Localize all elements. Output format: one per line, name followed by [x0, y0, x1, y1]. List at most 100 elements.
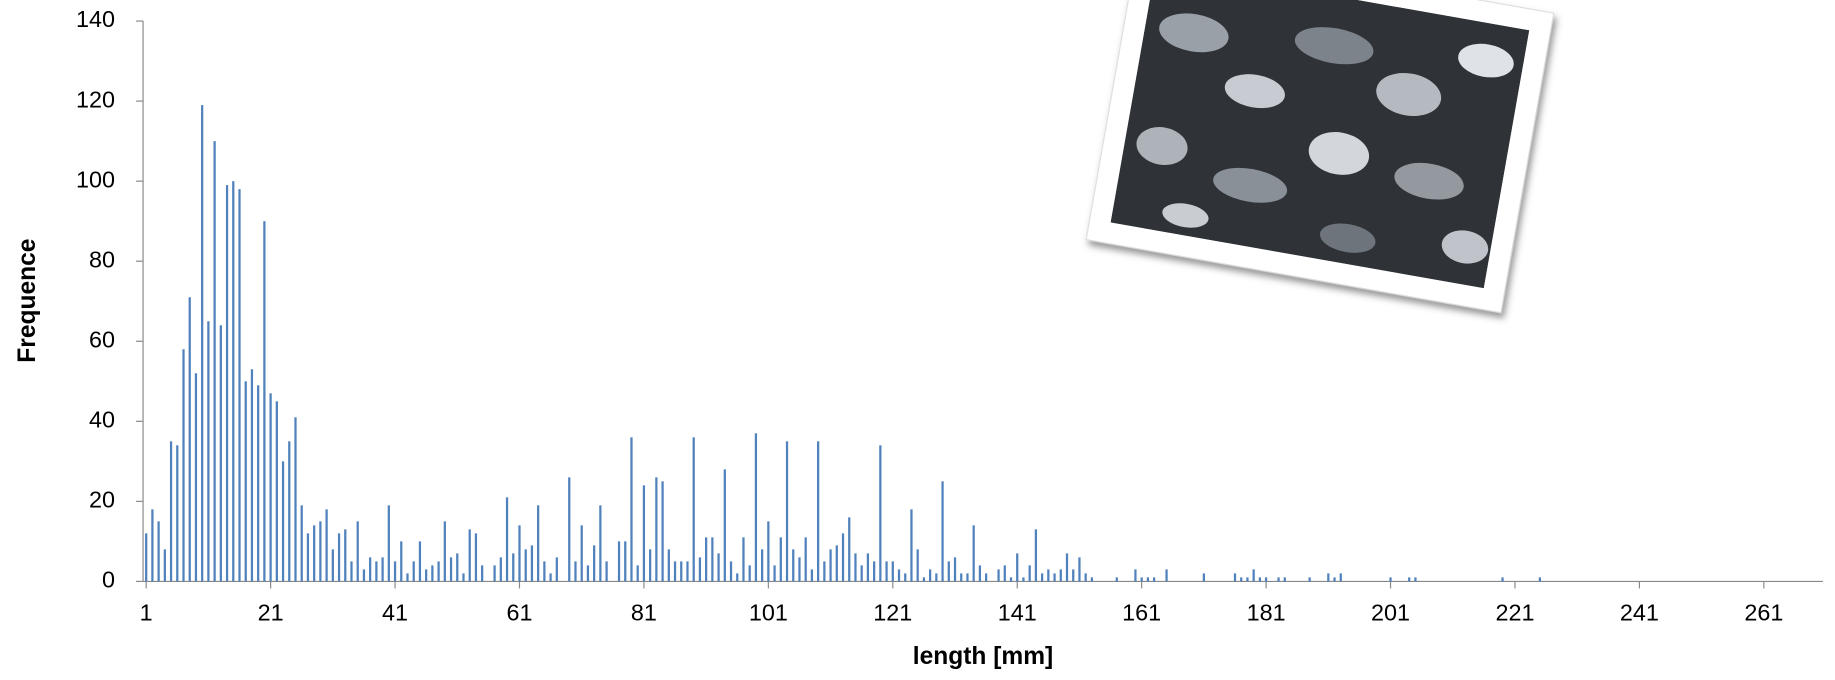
bar [917, 549, 919, 581]
bar [257, 385, 259, 581]
bar [948, 561, 950, 581]
bar [1539, 577, 1541, 581]
bar [680, 561, 682, 581]
bar [724, 469, 726, 581]
x-tick-label: 41 [382, 599, 408, 625]
bar [649, 549, 651, 581]
bar [1010, 577, 1012, 581]
bar [1091, 577, 1093, 581]
bar [170, 441, 172, 581]
y-tick-label: 120 [76, 86, 115, 112]
bar [1234, 573, 1236, 581]
bar [805, 537, 807, 581]
bar [1066, 553, 1068, 581]
bar [1408, 577, 1410, 581]
bar [823, 561, 825, 581]
bar [556, 557, 558, 581]
bar [1240, 577, 1242, 581]
x-tick-label: 181 [1247, 599, 1286, 625]
bar [1078, 557, 1080, 581]
bar [568, 477, 570, 581]
bar [201, 105, 203, 581]
bar [960, 573, 962, 581]
bar [829, 549, 831, 581]
bar [1116, 577, 1118, 581]
bar [624, 541, 626, 581]
bar [1141, 577, 1143, 581]
bar [910, 509, 912, 581]
bar [1253, 569, 1255, 581]
bar [1165, 569, 1167, 581]
x-tick-label: 61 [506, 599, 532, 625]
bar [1327, 573, 1329, 581]
bar [375, 561, 377, 581]
bar [332, 549, 334, 581]
bar [717, 553, 719, 581]
bar [1265, 577, 1267, 581]
bar [861, 565, 863, 581]
bar [307, 533, 309, 581]
bar [319, 521, 321, 581]
bar [394, 561, 396, 581]
bar [1041, 573, 1043, 581]
bar [157, 521, 159, 581]
bar [1389, 577, 1391, 581]
bar [885, 561, 887, 581]
bar [693, 437, 695, 581]
bar [1501, 577, 1503, 581]
bar [469, 529, 471, 581]
y-tick-label: 140 [76, 6, 115, 32]
bar [481, 565, 483, 581]
bar [879, 445, 881, 581]
bar [1004, 565, 1006, 581]
bar [973, 525, 975, 581]
bar [363, 569, 365, 581]
bar [164, 549, 166, 581]
bar [923, 577, 925, 581]
bar [749, 565, 751, 581]
bar [854, 553, 856, 581]
bar [755, 433, 757, 581]
bar [518, 525, 520, 581]
bar [979, 565, 981, 581]
bar [462, 573, 464, 581]
bar [226, 185, 228, 581]
bar [145, 533, 147, 581]
x-tick-label: 161 [1122, 599, 1161, 625]
bar [450, 557, 452, 581]
bar [686, 561, 688, 581]
bar [437, 561, 439, 581]
bar [400, 541, 402, 581]
bar [618, 541, 620, 581]
x-axis-title: length [mm] [913, 643, 1053, 670]
bar [288, 441, 290, 581]
bar [630, 437, 632, 581]
bar [935, 573, 937, 581]
x-tick-label: 261 [1744, 599, 1783, 625]
bar [425, 569, 427, 581]
bar [238, 189, 240, 581]
bar [1047, 569, 1049, 581]
x-tick-label: 221 [1495, 599, 1534, 625]
bar [1060, 569, 1062, 581]
bar [537, 505, 539, 581]
bar [282, 461, 284, 581]
bar [574, 561, 576, 581]
bar [637, 565, 639, 581]
y-axis-title: Frequence [14, 239, 41, 363]
bar [1053, 573, 1055, 581]
bar [531, 545, 533, 581]
bar [344, 529, 346, 581]
bar [587, 565, 589, 581]
bar [817, 441, 819, 581]
bar [1284, 577, 1286, 581]
bar [661, 481, 663, 581]
bar [699, 557, 701, 581]
bar [1134, 569, 1136, 581]
bar [842, 533, 844, 581]
bar [780, 537, 782, 581]
bar [506, 497, 508, 581]
bar [543, 561, 545, 581]
bar [1085, 573, 1087, 581]
bar [189, 297, 191, 581]
